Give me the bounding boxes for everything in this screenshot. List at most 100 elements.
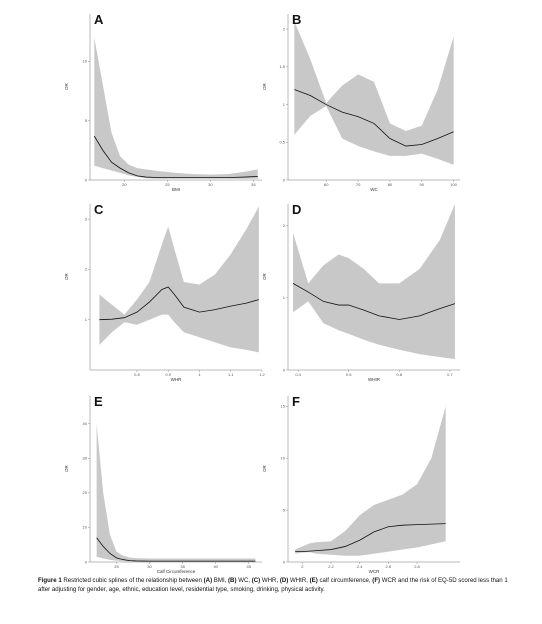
y-tick-label: 20 (83, 490, 88, 495)
x-tick-label: 60 (324, 182, 329, 187)
y-tick-label: 15 (281, 404, 286, 409)
x-axis-label: WCR (368, 569, 380, 574)
caption-panel-ref: (B) (228, 577, 237, 584)
caption-panel-ref: (D) (279, 577, 289, 584)
y-axis-label: OR (262, 465, 267, 472)
x-tick-label: 90 (420, 182, 425, 187)
y-tick-label: 0 (85, 177, 88, 182)
x-axis-label: Calf Circumference (156, 569, 196, 574)
or-line (292, 283, 456, 320)
x-axis-label: WC (370, 187, 378, 192)
figure-caption: Figure 1 Restricted cubic splines of the… (38, 576, 508, 594)
figure-label: Figure 1 (38, 577, 62, 584)
or-line (93, 135, 258, 179)
x-tick-label: 2.4 (357, 564, 363, 569)
x-tick-label: 40 (213, 564, 218, 569)
or-line (96, 537, 256, 562)
panel-f: 2 2.2 2.4 2.6 2.8 0 5 10 15 F OR WCR (262, 390, 464, 578)
y-axis-label: OR (262, 273, 267, 280)
x-axis-label: BMI (171, 187, 180, 192)
or-line (295, 523, 446, 553)
confidence-band (293, 204, 455, 360)
x-axis-label: WHtR (368, 377, 380, 382)
x-tick-label: 0.5 (346, 372, 352, 377)
x-tick-label: 100 (450, 182, 457, 187)
x-tick-label: 20 (122, 182, 127, 187)
y-tick-label: 0 (283, 559, 286, 564)
y-tick-label: 1.5 (279, 64, 285, 69)
x-tick-label: 2 (301, 564, 304, 569)
y-tick-label: 0 (283, 177, 286, 182)
y-tick-label: 10 (83, 525, 88, 530)
caption-panel-ref: (C) (251, 577, 261, 584)
confidence-band (96, 423, 256, 562)
y-tick-label: 10 (281, 456, 286, 461)
caption-segment: Restricted cubic splines of the relation… (61, 577, 204, 584)
x-tick-label: 2.6 (386, 564, 392, 569)
caption-segment: WHtR, (288, 577, 310, 584)
x-axis-label: WHR (170, 377, 182, 382)
y-tick-label: 30 (83, 456, 88, 461)
y-tick-label: 2 (283, 26, 286, 31)
panel-letter: F (292, 394, 300, 409)
x-tick-label: 30 (208, 182, 213, 187)
panel-letter: C (94, 202, 104, 217)
panel-letter: B (292, 12, 302, 27)
caption-segment: WCR and the risk of EQ-5D scored less th… (38, 577, 508, 593)
x-tick-label: 25 (114, 564, 119, 569)
y-tick-label: 40 (83, 421, 88, 426)
y-axis-label: OR (262, 83, 267, 90)
x-tick-label: 1.1 (228, 372, 234, 377)
x-tick-label: 0.4 (295, 372, 301, 377)
y-tick-label: 5 (283, 507, 286, 512)
x-tick-label: 0.6 (397, 372, 403, 377)
y-tick-label: 1 (283, 295, 286, 300)
x-tick-label: 30 (147, 564, 152, 569)
chart-svg: 0.4 0.5 0.6 0.7 0 1 2 (283, 204, 460, 377)
y-tick-label: 0 (283, 367, 286, 372)
x-tick-label: 80 (388, 182, 393, 187)
caption-segment: WC, (236, 577, 252, 584)
x-tick-label: 35 (180, 564, 185, 569)
y-axis-label: OR (64, 465, 69, 472)
chart-svg: 25 30 35 40 45 0 10 20 30 40 (83, 396, 262, 569)
x-tick-label: 1.2 (259, 372, 265, 377)
x-tick-label: 25 (165, 182, 170, 187)
panel-letter: A (94, 12, 104, 27)
chart-svg: 20 25 30 35 0 5 10 (83, 14, 262, 187)
y-tick-label: 10 (83, 59, 88, 64)
y-tick-label: 2 (283, 223, 286, 228)
x-tick-label: 2.8 (414, 564, 420, 569)
panel-letter: D (292, 202, 302, 217)
y-tick-label: 1 (283, 102, 286, 107)
chart-svg: 60 70 80 90 100 0 0.5 1 1.5 2 (279, 14, 460, 187)
panel-c: 0.8 0.9 1 1.1 1.2 1 2 3 C OR WHR (64, 198, 266, 386)
x-tick-label: 70 (356, 182, 361, 187)
confidence-band (294, 21, 454, 165)
caption-panel-ref: (A) (203, 577, 213, 584)
caption-segment: WHR, (260, 577, 280, 584)
y-tick-label: 0 (85, 559, 88, 564)
x-tick-label: 0.8 (134, 372, 140, 377)
panel-b: 60 70 80 90 100 0 0.5 1 1.5 2 B OR WC (262, 8, 464, 196)
caption-segment: BMI, (212, 577, 229, 584)
x-tick-label: 0.9 (165, 372, 171, 377)
or-line (99, 286, 259, 321)
confidence-band (99, 206, 259, 353)
y-tick-label: 2 (85, 267, 88, 272)
confidence-band (295, 406, 446, 556)
caption-panel-ref: (F) (372, 577, 381, 584)
y-tick-label: 0.5 (279, 140, 285, 145)
x-tick-label: 35 (251, 182, 256, 187)
panel-d: 0.4 0.5 0.6 0.7 0 1 2 D OR WHtR (262, 198, 464, 386)
y-tick-label: 1 (85, 317, 88, 322)
caption-panel-ref: (E) (309, 577, 318, 584)
y-axis-label: OR (64, 83, 69, 90)
x-tick-label: 1 (198, 372, 201, 377)
x-tick-label: 45 (247, 564, 252, 569)
panel-letter: E (94, 394, 103, 409)
caption-segment: calf circumference, (317, 577, 373, 584)
y-tick-label: 3 (85, 216, 88, 221)
panel-e: 25 30 35 40 45 0 10 20 30 40 E OR Calf Circumference (64, 390, 266, 578)
